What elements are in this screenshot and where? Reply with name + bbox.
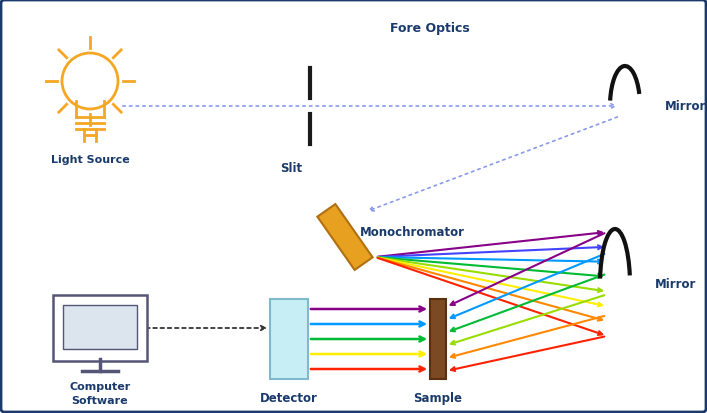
Text: Sample: Sample: [414, 391, 462, 404]
Polygon shape: [317, 204, 373, 270]
Bar: [63, 305, 137, 349]
Text: Fore Optics: Fore Optics: [390, 22, 470, 35]
Text: Mirror: Mirror: [665, 100, 706, 113]
Bar: [430, 299, 446, 379]
Bar: [270, 299, 308, 379]
Text: Computer
Software: Computer Software: [69, 381, 131, 405]
Text: Monochromator: Monochromator: [360, 226, 465, 239]
Text: Detector: Detector: [260, 391, 318, 404]
Text: Light Source: Light Source: [51, 154, 129, 165]
Text: Mirror: Mirror: [655, 278, 696, 291]
FancyBboxPatch shape: [53, 295, 147, 361]
Text: Slit: Slit: [280, 161, 302, 175]
